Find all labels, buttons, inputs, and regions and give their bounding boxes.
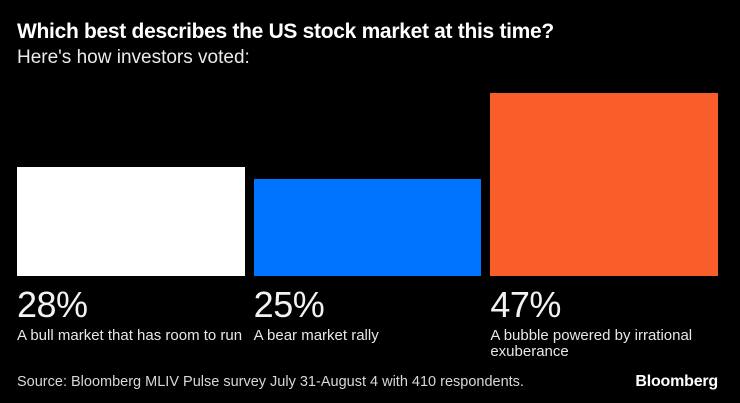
bar-label-group-bull-market: 28% A bull market that has room to run bbox=[17, 287, 245, 360]
category-label-bull-market: A bull market that has room to run bbox=[17, 327, 243, 344]
chart-title: Which best describes the US stock market… bbox=[17, 20, 554, 43]
chart-header: Which best describes the US stock market… bbox=[17, 19, 718, 69]
labels-row: 28% A bull market that has room to run 2… bbox=[17, 287, 718, 360]
value-label-bubble: 47% bbox=[490, 284, 561, 325]
bar-bubble bbox=[490, 93, 719, 276]
bars-row bbox=[17, 93, 719, 276]
bar-chart: 28% A bull market that has room to run 2… bbox=[17, 93, 719, 360]
value-label-bear-market-rally: 25% bbox=[253, 284, 325, 325]
bar-bull-market bbox=[17, 167, 245, 276]
source-note: Source: Bloomberg MLIV Pulse survey July… bbox=[17, 374, 524, 390]
bar-bear-market-rally bbox=[253, 179, 482, 276]
bar-label-group-bear-market-rally: 25% A bear market rally bbox=[254, 287, 482, 360]
value-label-bull-market: 28% bbox=[17, 284, 88, 325]
chart-footer: Source: Bloomberg MLIV Pulse survey July… bbox=[17, 373, 718, 391]
bloomberg-logo: Bloomberg bbox=[635, 373, 718, 390]
bar-label-group-bubble: 47% A bubble powered by irrational exube… bbox=[490, 287, 718, 360]
category-label-bubble: A bubble powered by irrational exuberanc… bbox=[490, 327, 693, 360]
category-label-bear-market-rally: A bear market rally bbox=[253, 327, 379, 344]
chart-subtitle: Here's how investors voted: bbox=[17, 47, 250, 68]
